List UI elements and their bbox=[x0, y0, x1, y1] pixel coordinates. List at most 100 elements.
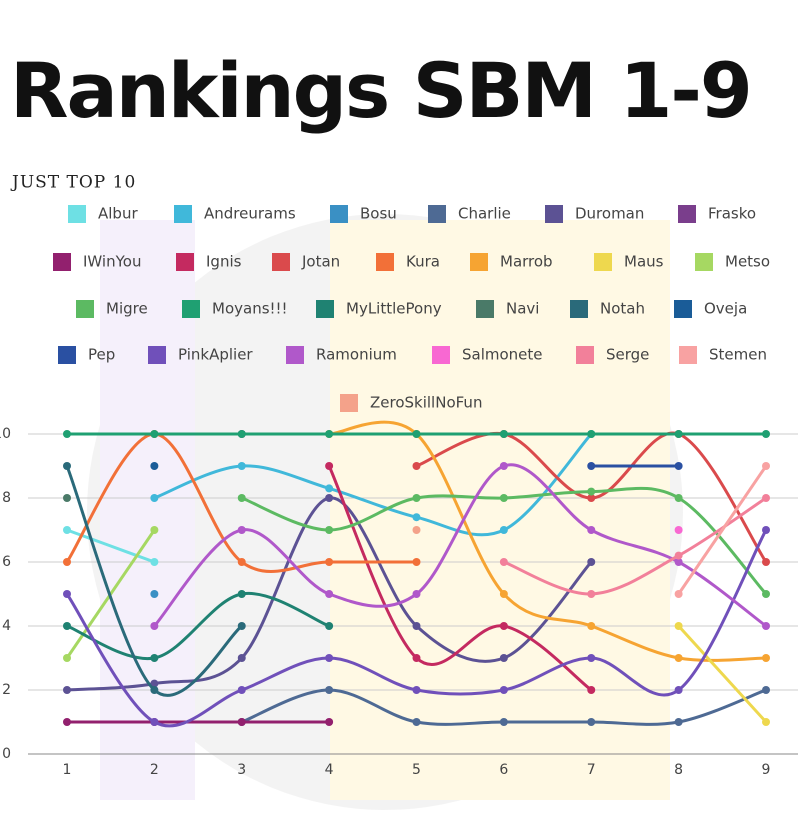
data-point bbox=[63, 558, 71, 566]
legend-swatch bbox=[340, 394, 358, 412]
data-point bbox=[762, 494, 770, 502]
data-point bbox=[150, 718, 159, 726]
data-point bbox=[412, 513, 421, 522]
x-tick-label: 9 bbox=[762, 762, 771, 778]
data-point bbox=[587, 622, 596, 630]
data-point bbox=[63, 494, 71, 502]
data-point bbox=[674, 526, 683, 534]
data-point bbox=[412, 462, 421, 470]
data-point bbox=[587, 526, 596, 534]
data-point bbox=[674, 462, 683, 470]
y-tick-label: 4 bbox=[2, 618, 11, 634]
legend-label: Ignis bbox=[206, 253, 242, 271]
legend-swatch bbox=[428, 205, 446, 223]
data-point bbox=[150, 686, 159, 694]
data-point bbox=[674, 622, 683, 630]
data-point bbox=[237, 590, 246, 598]
x-tick-label: 1 bbox=[63, 762, 72, 778]
legend-swatch bbox=[678, 205, 696, 223]
data-point bbox=[587, 654, 596, 662]
legend-swatch bbox=[594, 253, 612, 271]
y-tick-label: 10 bbox=[0, 426, 11, 442]
data-point bbox=[237, 686, 246, 694]
legend-label: Navi bbox=[506, 300, 539, 318]
legend-label: IWinYou bbox=[83, 253, 141, 271]
data-point bbox=[762, 622, 770, 630]
x-tick-label: 3 bbox=[237, 762, 246, 778]
data-point bbox=[587, 487, 596, 496]
data-point bbox=[587, 462, 596, 470]
legend-label: ZeroSkillNoFun bbox=[370, 394, 482, 412]
legend-swatch bbox=[376, 253, 394, 271]
data-point bbox=[325, 558, 334, 566]
legend-label: Stemen bbox=[709, 346, 767, 364]
x-tick-label: 8 bbox=[674, 762, 683, 778]
legend-swatch bbox=[679, 346, 697, 364]
legend-swatch bbox=[576, 346, 594, 364]
data-point bbox=[325, 484, 334, 493]
legend-label: Jotan bbox=[301, 253, 340, 271]
data-point bbox=[412, 654, 421, 662]
legend-swatch bbox=[176, 253, 194, 271]
data-point bbox=[412, 526, 421, 534]
legend-swatch bbox=[76, 300, 94, 318]
data-point bbox=[412, 430, 421, 438]
data-point bbox=[762, 430, 770, 438]
data-point bbox=[63, 430, 71, 438]
legend-swatch bbox=[272, 253, 290, 271]
legend-label: Migre bbox=[106, 300, 148, 318]
y-tick-label: 8 bbox=[2, 490, 11, 506]
legend-swatch bbox=[330, 205, 348, 223]
data-point bbox=[325, 462, 334, 470]
legend-swatch bbox=[286, 346, 304, 364]
series-line bbox=[66, 528, 155, 564]
data-point bbox=[237, 654, 246, 662]
data-point bbox=[325, 526, 334, 534]
legend-label: Andreurams bbox=[204, 205, 296, 223]
legend-label: Moyans!!! bbox=[212, 300, 288, 318]
data-point bbox=[150, 654, 159, 662]
data-point bbox=[237, 494, 246, 502]
legend-label: Oveja bbox=[704, 300, 747, 318]
series-line bbox=[327, 465, 593, 692]
data-point bbox=[762, 686, 770, 694]
data-point bbox=[674, 551, 683, 560]
data-point bbox=[499, 526, 508, 534]
x-tick-label: 4 bbox=[325, 762, 334, 778]
data-point bbox=[762, 654, 770, 662]
legend-label: Maus bbox=[624, 253, 664, 271]
data-point bbox=[150, 462, 159, 470]
data-point bbox=[63, 526, 71, 534]
legend-label: Ramonium bbox=[316, 346, 397, 364]
data-point bbox=[412, 718, 421, 726]
data-point bbox=[150, 679, 159, 688]
data-point bbox=[412, 558, 421, 566]
data-point bbox=[325, 622, 334, 630]
data-point bbox=[674, 590, 683, 598]
legend-label: Serge bbox=[606, 346, 649, 364]
data-point bbox=[237, 622, 246, 630]
legend-label: Frasko bbox=[708, 205, 756, 223]
series-line bbox=[503, 496, 767, 596]
x-tick-label: 6 bbox=[499, 762, 508, 778]
data-point bbox=[674, 430, 683, 438]
series-line bbox=[66, 591, 330, 661]
data-point bbox=[587, 686, 596, 694]
data-point bbox=[237, 526, 246, 534]
data-point bbox=[762, 462, 770, 470]
series-line bbox=[65, 465, 243, 697]
data-point bbox=[587, 494, 596, 502]
data-point bbox=[150, 430, 159, 438]
data-point bbox=[499, 654, 508, 662]
data-point bbox=[674, 718, 683, 726]
legend-label: Pep bbox=[88, 346, 115, 364]
data-point bbox=[499, 622, 508, 630]
y-tick-label: 0 bbox=[2, 746, 11, 762]
data-point bbox=[587, 558, 596, 566]
data-point bbox=[587, 590, 596, 598]
data-point bbox=[412, 494, 421, 502]
data-point bbox=[325, 590, 334, 598]
data-point bbox=[325, 494, 334, 502]
data-point bbox=[499, 558, 508, 566]
data-point bbox=[762, 558, 770, 566]
